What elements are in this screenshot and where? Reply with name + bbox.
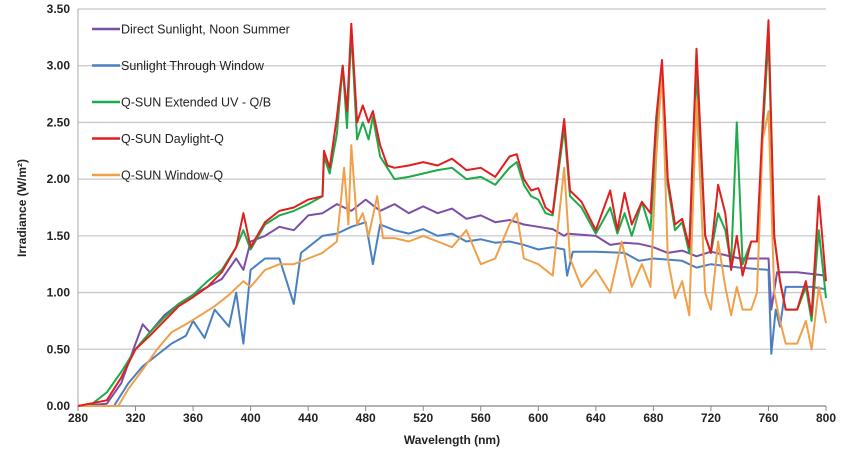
series-line-4 (78, 70, 827, 407)
legend-label: Direct Sunlight, Noon Summer (121, 23, 290, 37)
legend-label: Q-SUN Window-Q (121, 169, 223, 183)
legend-label: Q-SUN Extended UV - Q/B (121, 96, 271, 110)
x-tick-label: 680 (643, 411, 663, 425)
x-tick-label: 400 (241, 411, 261, 425)
y-tick-label: 0.50 (47, 342, 71, 356)
legend-label: Sunlight Through Window (121, 59, 265, 73)
x-tick-label: 480 (356, 411, 376, 425)
y-tick-label: 1.50 (47, 229, 71, 243)
x-axis-label: Wavelength (nm) (404, 433, 500, 447)
series-line-2 (77, 30, 827, 407)
x-tick-label: 520 (413, 411, 433, 425)
x-tick-label: 440 (298, 411, 318, 425)
y-tick-label: 2.50 (47, 115, 71, 129)
x-tick-label: 320 (126, 411, 146, 425)
y-tick-label: 3.00 (47, 59, 71, 73)
legend-label: Q-SUN Daylight-Q (121, 132, 224, 146)
y-tick-label: 0.00 (47, 399, 71, 413)
y-tick-label: 2.00 (47, 172, 71, 186)
series-line-3 (77, 19, 827, 407)
series-line-1 (78, 221, 827, 407)
x-tick-label: 720 (701, 411, 721, 425)
x-tick-label: 640 (586, 411, 606, 425)
x-tick-label: 600 (528, 411, 548, 425)
y-tick-label: 1.00 (47, 286, 71, 300)
x-tick-label: 800 (816, 411, 836, 425)
x-tick-label: 760 (758, 411, 778, 425)
x-tick-label: 280 (68, 411, 88, 425)
y-axis-label: Irradiance (W/m²) (15, 159, 29, 257)
y-tick-label: 3.50 (47, 2, 71, 16)
x-tick-label: 560 (471, 411, 491, 425)
x-tick-label: 360 (183, 411, 203, 425)
